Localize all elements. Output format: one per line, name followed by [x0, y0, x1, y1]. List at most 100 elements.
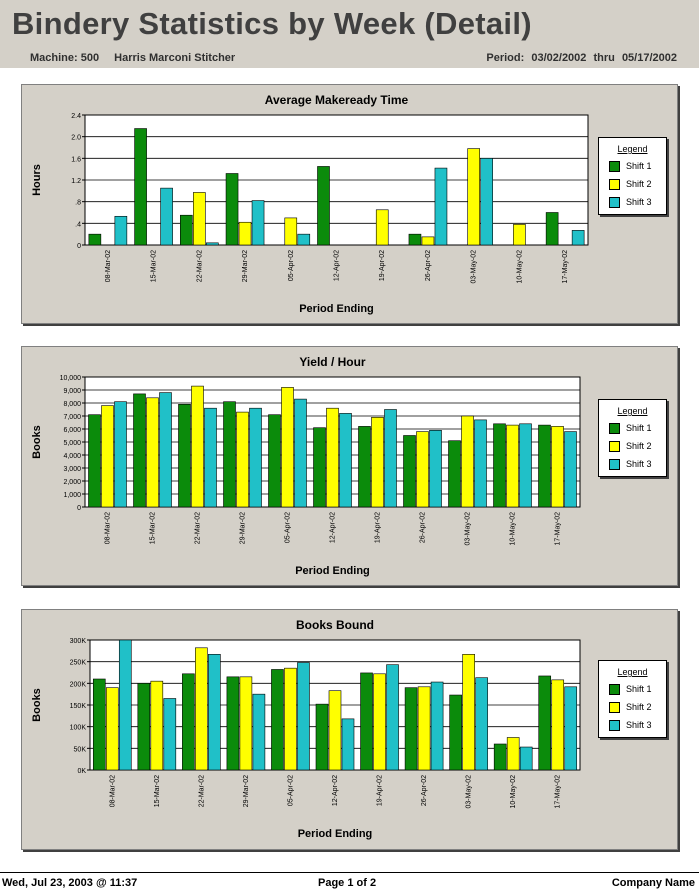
bar-shift-3 [475, 677, 488, 771]
y-tick-label: 6,000 [63, 427, 81, 434]
bar-shift-3 [163, 698, 177, 771]
bar-shift-1 [317, 166, 330, 246]
y-tick-label: 2,000 [63, 479, 81, 486]
bar-shift-2 [375, 209, 389, 246]
bar-shift-1 [403, 435, 416, 508]
y-tick-label: 2.0 [71, 135, 81, 142]
x-tick-label: 29-Mar-02 [240, 512, 247, 544]
bar-shift-2 [416, 431, 429, 508]
bar-shift-3 [114, 215, 128, 246]
bar-shift-2 [191, 385, 204, 508]
y-tick-label: 0K [77, 768, 86, 775]
x-axis-label: Period Ending [295, 565, 370, 577]
bar-shift-1 [360, 672, 373, 771]
y-tick-label: 3,000 [63, 466, 81, 473]
bar-shift-1 [137, 683, 151, 771]
x-tick-label: 26-Apr-02 [421, 775, 428, 806]
legend-swatch-shift-3 [609, 196, 620, 208]
x-tick-label: 29-Mar-02 [242, 250, 249, 282]
books-bound-chart: Books Bound 0K 50K 100K 150K 200K 250K 300K 08-M… [31, 618, 581, 840]
machine-name: Harris Marconi Stitcher [114, 52, 236, 64]
y-axis-label: Hours [31, 164, 43, 196]
bar-shift-1 [178, 403, 191, 508]
x-tick-label: 03-May-02 [465, 512, 472, 546]
bar-shift-3 [294, 398, 307, 508]
chart-panel-makeready: Average Makeready Time 0 .4 .8 1.2 1.6 2.0 2.4 0… [21, 84, 678, 324]
x-tick-label: 22-Mar-02 [195, 512, 202, 544]
x-axis-label: Period Ending [298, 828, 373, 840]
footer-rule [0, 872, 699, 873]
bar-shift-2 [551, 679, 565, 771]
bar-shift-2 [238, 221, 252, 246]
bar-shift-2 [371, 417, 384, 508]
x-tick-label: 08-Mar-02 [105, 250, 112, 282]
y-tick-label: 7,000 [63, 414, 81, 421]
bar-shift-3 [571, 230, 585, 246]
bar-shift-2 [105, 687, 119, 771]
bar-shift-3 [204, 407, 217, 508]
bar-shift-3 [434, 167, 448, 246]
y-tick-label: .4 [75, 221, 81, 228]
legend-swatch-shift-2 [609, 701, 620, 713]
y-axis-label: Books [31, 688, 43, 722]
legend-swatch-shift-1 [609, 422, 620, 434]
period-separator: thru [593, 52, 615, 64]
y-tick-label: 1.2 [71, 178, 81, 185]
x-tick-label: 12-Apr-02 [334, 250, 341, 281]
x-tick-label: 15-Mar-02 [154, 775, 161, 807]
legend-item-shift-1: Shift 1 [609, 160, 666, 172]
bar-shift-3 [159, 392, 172, 508]
bar-shift-1 [404, 687, 418, 771]
y-tick-label: 10,000 [60, 375, 82, 382]
bar-shift-1 [271, 669, 284, 771]
bar-shift-1 [545, 212, 559, 246]
legend-swatch-shift-3 [609, 719, 620, 731]
print-timestamp: Wed, Jul 23, 2003 @ 11:37 [2, 877, 138, 889]
y-tick-label: 8,000 [63, 401, 81, 408]
x-tick-label: 10-May-02 [510, 512, 517, 546]
y-tick-label: 300K [70, 638, 87, 645]
bar-shift-3 [519, 746, 533, 771]
x-tick-label: 12-Apr-02 [330, 512, 337, 543]
x-tick-label: 05-Apr-02 [285, 512, 292, 543]
legend-swatch-shift-1 [609, 683, 620, 695]
bar-shift-2 [551, 426, 564, 508]
legend-label-shift-2: Shift 2 [626, 179, 652, 189]
y-tick-label: 9,000 [63, 388, 81, 395]
bar-shift-1 [315, 703, 329, 771]
bar-shift-3 [297, 662, 310, 771]
x-tick-label: 17-May-02 [555, 512, 562, 546]
x-tick-label: 08-Mar-02 [105, 512, 112, 544]
x-tick-label: 10-May-02 [510, 775, 517, 809]
legend-label-shift-3: Shift 3 [626, 720, 652, 730]
legend-item-shift-3: Shift 3 [609, 458, 666, 470]
yield-chart: Yield / Hour 0 1,000 2,000 3,000 4,000 5,000 6,… [31, 355, 581, 577]
x-tick-label: 19-Apr-02 [379, 250, 386, 281]
x-tick-label: 17-May-02 [562, 250, 569, 284]
bar-shift-1 [92, 678, 106, 771]
y-tick-label: 2.4 [71, 113, 81, 120]
report-footer: Wed, Jul 23, 2003 @ 11:37 Page 1 of 2 Co… [0, 872, 699, 890]
bar-shift-3 [206, 242, 219, 246]
bar-shift-3 [114, 401, 127, 508]
legend-yield: Legend Shift 1 Shift 2 Shift 3 [598, 399, 667, 477]
legend-label-shift-3: Shift 3 [626, 197, 652, 207]
bar-shift-2 [193, 192, 206, 246]
bar-shift-1 [133, 393, 146, 508]
y-tick-label: 200K [70, 681, 87, 688]
chart-panel-yield: Yield / Hour 0 1,000 2,000 3,000 4,000 5,000 6,… [21, 346, 678, 586]
bar-shift-1 [223, 401, 236, 508]
x-axis-label: Period Ending [299, 303, 374, 315]
bar-shift-2 [417, 686, 431, 771]
y-tick-label: 100K [70, 725, 87, 732]
legend-item-shift-3: Shift 3 [609, 719, 666, 731]
x-tick-label: 29-Mar-02 [243, 775, 250, 807]
bar-shift-1 [88, 414, 101, 508]
period-label: Period: [486, 52, 525, 64]
bar-shift-2 [150, 680, 164, 771]
bar-shift-3 [519, 423, 532, 508]
x-tick-label: 03-May-02 [471, 250, 478, 284]
bar-shift-2 [239, 676, 253, 771]
x-tick-label: 26-Apr-02 [420, 512, 427, 543]
machine-label: Machine: 500 [30, 52, 100, 64]
